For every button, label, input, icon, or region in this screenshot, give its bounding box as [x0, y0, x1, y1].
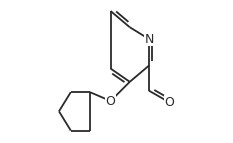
Text: N: N [144, 33, 154, 46]
Text: O: O [106, 95, 116, 108]
Text: O: O [165, 96, 175, 109]
